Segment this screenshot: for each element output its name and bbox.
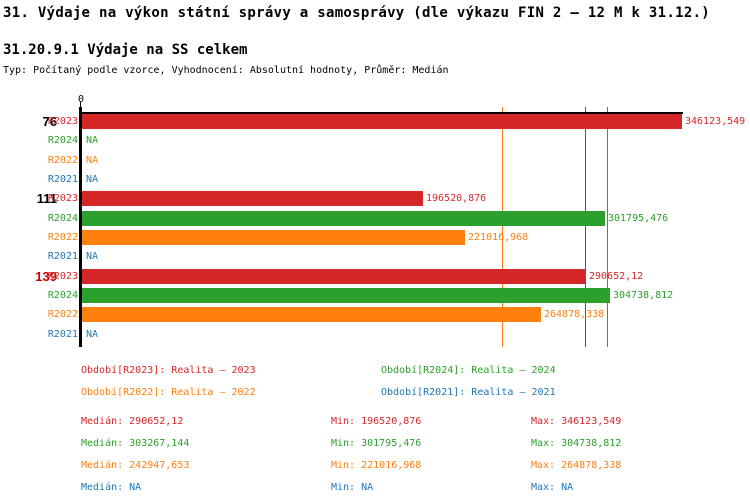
x-axis-zero-tick [80, 102, 81, 110]
chart-meta-line: Typ: Počítaný podle vzorce, Vyhodnocení:… [3, 65, 449, 76]
series-row-label-R2023: R2023 [47, 193, 78, 204]
stat-median: Medián: 290652,12 [81, 416, 184, 427]
median-R2024-line [607, 107, 608, 347]
stat-max: Max: NA [531, 482, 574, 493]
bar-value-label: 264878,338 [544, 309, 605, 320]
series-row-label-R2021: R2021 [47, 251, 78, 262]
stat-min: Min: 301795,476 [331, 438, 422, 449]
bar-R2023 [82, 114, 682, 129]
series-row-label-R2021: R2021 [47, 174, 78, 185]
stat-median: Medián: NA [81, 482, 142, 493]
stat-max: Max: 346123,549 [531, 416, 622, 427]
bar-R2022 [82, 230, 465, 245]
legend-item: Období[R2023]: Realita – 2023 [81, 365, 256, 376]
page-title: 31. Výdaje na výkon státní správy a samo… [3, 5, 711, 21]
x-axis-line [81, 112, 683, 114]
stat-max: Max: 264878,338 [531, 460, 622, 471]
y-axis-line [79, 107, 82, 347]
series-row-label-R2022: R2022 [47, 309, 78, 320]
stat-median: Medián: 242947,653 [81, 460, 190, 471]
legend-item: Období[R2024]: Realita – 2024 [381, 365, 556, 376]
bar-R2023 [82, 269, 586, 284]
bar-R2024 [82, 211, 605, 226]
median-R2023-line [585, 107, 586, 347]
legend-item: Období[R2022]: Realita – 2022 [81, 387, 256, 398]
series-row-label-R2023: R2023 [47, 116, 78, 127]
bar-value-label: NA [86, 135, 99, 146]
bar-value-label: 221016,968 [468, 232, 529, 243]
chart-subtitle: 31.20.9.1 Výdaje na SS celkem [3, 42, 248, 58]
stat-min: Min: 221016,968 [331, 460, 422, 471]
stat-max: Max: 304738,812 [531, 438, 622, 449]
series-row-label-R2021: R2021 [47, 329, 78, 340]
bar-value-label: 301795,476 [608, 213, 669, 224]
bar-value-label: 196520,876 [426, 193, 487, 204]
bar-value-label: NA [86, 174, 99, 185]
stat-median: Medián: 303267,144 [81, 438, 190, 449]
x-axis-zero-tick-label: 0 [77, 94, 85, 105]
series-row-label-R2024: R2024 [47, 135, 78, 146]
series-row-label-R2024: R2024 [47, 290, 78, 301]
median-R2022-line [502, 107, 503, 347]
group-label: 76 [42, 114, 57, 129]
group-label: 111 [36, 191, 57, 206]
bar-value-label: NA [86, 251, 99, 262]
bar-chart: 0 76 R2023 346123,549 R2024 NA R2022 NA R2021 NA… [0, 90, 750, 355]
bar-value-label: NA [86, 329, 99, 340]
stat-min: Min: 196520,876 [331, 416, 422, 427]
bar-value-label: 304738,812 [613, 290, 674, 301]
bar-value-label: NA [86, 155, 99, 166]
bar-R2022 [82, 307, 541, 322]
series-row-label-R2022: R2022 [47, 232, 78, 243]
bar-value-label: 346123,549 [685, 116, 746, 127]
legend-item: Období[R2021]: Realita – 2021 [381, 387, 556, 398]
bar-value-label: 290652,12 [589, 271, 644, 282]
group-label: 139 [35, 269, 57, 284]
series-row-label-R2024: R2024 [47, 213, 78, 224]
series-row-label-R2022: R2022 [47, 155, 78, 166]
bar-R2024 [82, 288, 610, 303]
stat-min: Min: NA [331, 482, 374, 493]
bar-R2023 [82, 191, 423, 206]
series-row-label-R2023: R2023 [47, 271, 78, 282]
